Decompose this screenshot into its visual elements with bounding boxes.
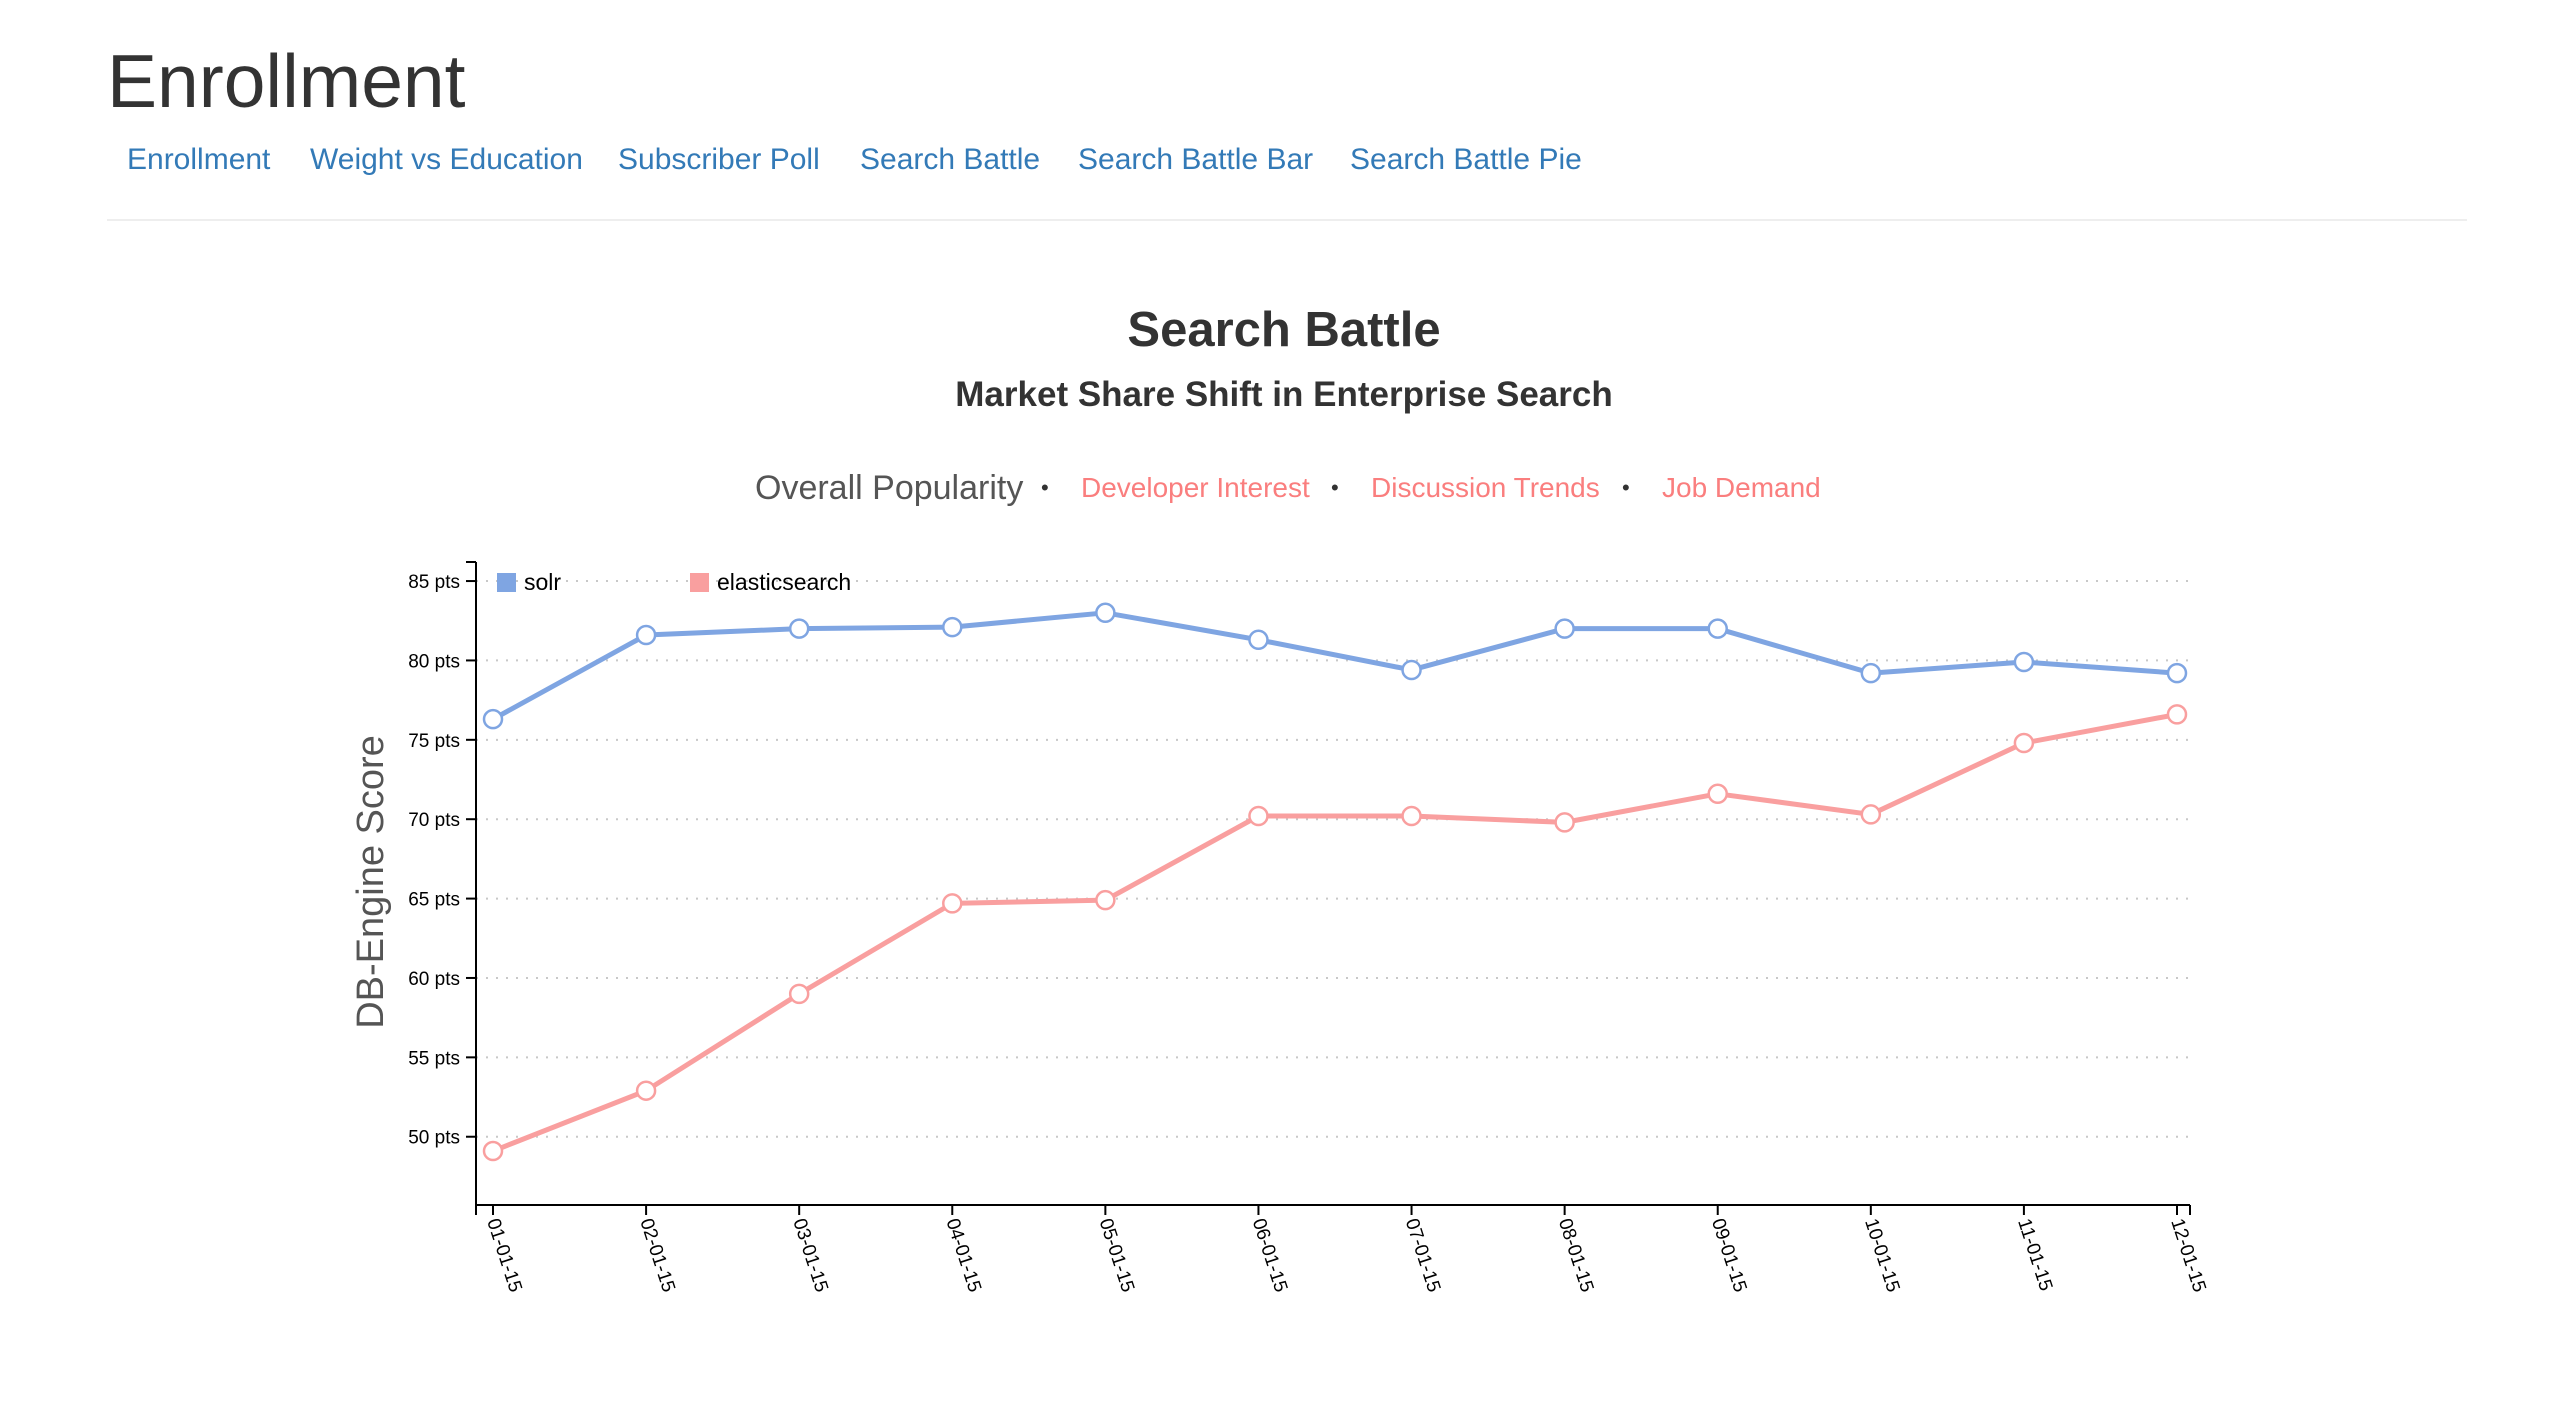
series-line-solr: [491, 610, 2178, 722]
data-point-solr: [1554, 618, 1575, 639]
legend-swatch-solr: [497, 573, 516, 592]
y-tick-label: 85 pts: [408, 572, 460, 593]
y-tick-label: 80 pts: [408, 651, 460, 672]
y-tick-label: 75 pts: [408, 731, 460, 752]
data-point-elasticsearch: [1707, 783, 1728, 805]
x-tick-label: 04-01-15: [942, 1216, 985, 1295]
data-point-elasticsearch: [1860, 804, 1882, 825]
data-point-solr: [1248, 629, 1269, 651]
metric-tabs: Overall Popularity • Developer Interest …: [0, 464, 2550, 512]
tab-separator: •: [1331, 475, 1339, 500]
data-point-solr: [788, 618, 810, 639]
nav-link-enrollment[interactable]: Enrollment: [127, 143, 271, 176]
data-point-elasticsearch: [1401, 805, 1422, 827]
data-point-solr: [1707, 618, 1728, 639]
data-point-elasticsearch: [635, 1080, 657, 1101]
tab-developer-interest[interactable]: Developer Interest: [1081, 472, 1310, 503]
data-point-solr: [1860, 662, 1882, 684]
x-tick-label: 03-01-15: [788, 1216, 831, 1295]
data-point-elasticsearch: [1554, 812, 1575, 833]
main-nav: Enrollment Weight vs Education Subscribe…: [0, 138, 2550, 182]
tab-job-demand[interactable]: Job Demand: [1662, 472, 1821, 503]
legend-label-solr: solr: [524, 569, 561, 595]
x-tick-label: 12-01-15: [2166, 1216, 2209, 1295]
tab-separator: •: [1622, 475, 1630, 500]
x-tick-label: 11-01-15: [2013, 1216, 2056, 1293]
data-point-solr: [2166, 662, 2188, 684]
data-point-solr: [2013, 651, 2035, 673]
data-point-solr: [1095, 602, 1116, 624]
data-point-solr: [482, 708, 504, 730]
nav-link-weight-vs-education[interactable]: Weight vs Education: [310, 143, 583, 176]
series-line-elasticsearch: [492, 711, 2178, 1154]
tab-discussion-trends[interactable]: Discussion Trends: [1371, 472, 1600, 503]
y-axis-title: DB-Engine Score: [350, 735, 392, 1029]
x-tick-label: 06-01-15: [1248, 1216, 1291, 1295]
y-tick-label: 70 pts: [408, 810, 460, 831]
data-point-elasticsearch: [482, 1140, 504, 1162]
y-tick-label: 60 pts: [408, 969, 460, 990]
data-point-elasticsearch: [942, 893, 963, 914]
data-point-solr: [942, 616, 963, 638]
nav-divider: [107, 219, 2467, 221]
tab-separator: •: [1041, 475, 1049, 500]
nav-link-subscriber-poll[interactable]: Subscriber Poll: [618, 143, 820, 176]
page-title: Enrollment: [107, 39, 466, 123]
x-tick-label: 01-01-15: [482, 1216, 525, 1295]
y-tick-label: 50 pts: [408, 1128, 460, 1149]
y-tick-label: 55 pts: [408, 1048, 460, 1069]
x-tick-label: 08-01-15: [1554, 1216, 1597, 1295]
nav-link-search-battle-bar[interactable]: Search Battle Bar: [1078, 143, 1314, 176]
x-tick-label: 05-01-15: [1095, 1216, 1138, 1295]
x-tick-label: 09-01-15: [1707, 1216, 1750, 1295]
chart-subtitle: Market Share Shift in Enterprise Search: [955, 375, 1613, 414]
legend-swatch-elasticsearch: [690, 573, 709, 592]
nav-link-search-battle[interactable]: Search Battle: [860, 143, 1041, 176]
x-tick-label: 10-01-15: [1860, 1216, 1903, 1295]
data-point-solr: [1401, 659, 1422, 681]
legend-label-elasticsearch: elasticsearch: [717, 569, 851, 595]
data-point-elasticsearch: [2166, 704, 2188, 725]
chart-title: Search Battle: [1127, 303, 1441, 357]
nav-link-search-battle-pie[interactable]: Search Battle Pie: [1350, 143, 1582, 176]
tab-overall-popularity[interactable]: Overall Popularity: [755, 469, 1024, 507]
data-point-elasticsearch: [1095, 889, 1116, 911]
y-tick-label: 65 pts: [408, 890, 460, 911]
data-point-elasticsearch: [1248, 805, 1269, 827]
data-point-elasticsearch: [788, 983, 810, 1005]
data-point-elasticsearch: [2013, 732, 2035, 754]
x-tick-label: 07-01-15: [1401, 1216, 1444, 1295]
x-tick-label: 02-01-15: [635, 1216, 678, 1295]
data-point-solr: [635, 624, 657, 646]
